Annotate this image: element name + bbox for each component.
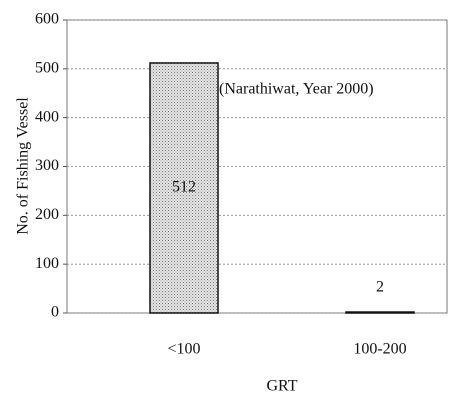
bar <box>149 62 219 314</box>
x-axis-label: GRT <box>266 378 297 395</box>
y-tick-label: 300 <box>35 157 59 174</box>
y-tick-label: 100 <box>35 255 59 272</box>
bar <box>345 311 415 314</box>
annotation: (Narathiwat, Year 2000) <box>219 81 374 98</box>
y-axis-label: No. of Fishing Vessel <box>15 97 32 235</box>
y-tick-label: 400 <box>35 108 59 125</box>
data-label: 512 <box>172 179 196 196</box>
y-tick-label: 200 <box>35 206 59 223</box>
y-tick-label: 500 <box>35 60 59 77</box>
y-tick-label: 600 <box>35 11 59 28</box>
data-label: 2 <box>376 279 384 296</box>
x-tick-label: 100-200 <box>353 341 406 358</box>
x-tick-label: <100 <box>167 341 200 358</box>
y-tick-label: 0 <box>51 304 59 321</box>
